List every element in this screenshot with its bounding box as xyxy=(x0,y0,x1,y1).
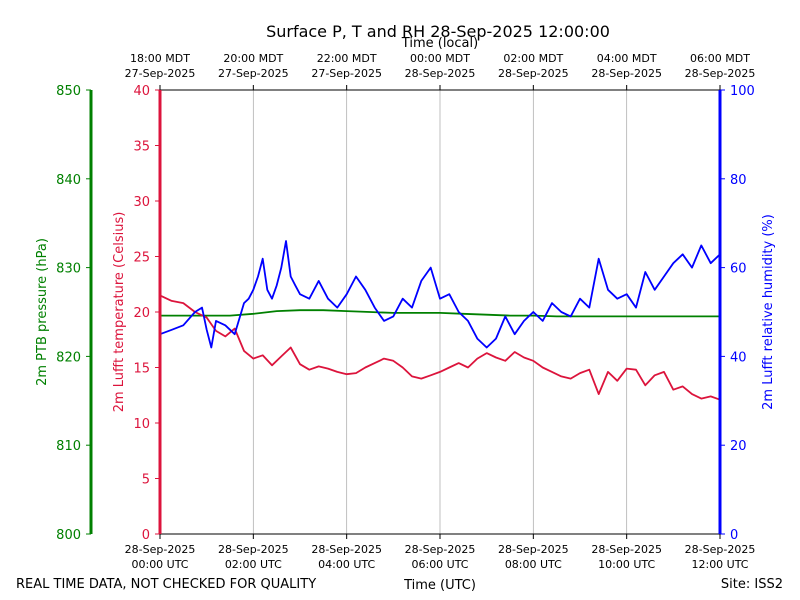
ticks-layer: 800 810 820 830 840 850 0 5 10 15 20 25 30 35 40 0 20 40 6… xyxy=(56,52,755,571)
local-tick-time: 22:00 MDT xyxy=(317,52,377,65)
local-tick-date: 28-Sep-2025 xyxy=(685,67,756,80)
pressure-tick-label: 840 xyxy=(56,173,81,188)
utc-tick-time: 08:00 UTC xyxy=(505,558,562,571)
local-tick-date: 28-Sep-2025 xyxy=(405,67,476,80)
temperature-tick-label: 20 xyxy=(133,306,150,321)
pressure-tick-label: 850 xyxy=(56,84,81,99)
temperature-tick-label: 5 xyxy=(142,473,150,488)
temperature-series-line xyxy=(159,294,721,401)
site-label: Site: ISS2 xyxy=(721,577,783,592)
temperature-tick-label: 0 xyxy=(142,528,150,543)
temperature-tick-label: 30 xyxy=(133,195,150,210)
pressure-tick-label: 810 xyxy=(56,439,81,454)
grid-layer xyxy=(252,90,628,534)
utc-tick-date: 28-Sep-2025 xyxy=(125,543,196,556)
utc-tick-date: 28-Sep-2025 xyxy=(591,543,662,556)
utc-tick-time: 12:00 UTC xyxy=(691,558,748,571)
top-axis-title: Time (local) xyxy=(401,36,478,51)
temperature-tick-label: 35 xyxy=(133,140,150,155)
humidity-axis-label: 2m Lufft relative humidity (%) xyxy=(761,214,776,410)
humidity-tick-label: 80 xyxy=(730,173,747,188)
temperature-axis-label: 2m Lufft temperature (Celsius) xyxy=(112,212,127,413)
local-tick-time: 06:00 MDT xyxy=(690,52,750,65)
local-tick-time: 02:00 MDT xyxy=(503,52,563,65)
utc-tick-date: 28-Sep-2025 xyxy=(498,543,569,556)
local-tick-date: 27-Sep-2025 xyxy=(311,67,382,80)
local-tick-date: 27-Sep-2025 xyxy=(218,67,289,80)
utc-tick-time: 10:00 UTC xyxy=(598,558,655,571)
pressure-tick-label: 800 xyxy=(56,528,81,543)
temperature-tick-label: 25 xyxy=(133,251,150,266)
local-tick-time: 18:00 MDT xyxy=(130,52,190,65)
local-tick-date: 28-Sep-2025 xyxy=(591,67,662,80)
bottom-axis-title: Time (UTC) xyxy=(403,578,476,593)
local-tick-time: 04:00 MDT xyxy=(597,52,657,65)
humidity-series-line xyxy=(159,240,721,349)
temperature-tick-label: 40 xyxy=(133,84,150,99)
pressure-tick-label: 820 xyxy=(56,350,81,365)
utc-tick-time: 04:00 UTC xyxy=(318,558,375,571)
utc-tick-time: 06:00 UTC xyxy=(411,558,468,571)
utc-tick-date: 28-Sep-2025 xyxy=(218,543,289,556)
humidity-tick-label: 100 xyxy=(730,84,755,99)
pressure-axis-label: 2m PTB pressure (hPa) xyxy=(35,238,50,386)
series-layer xyxy=(159,240,721,401)
utc-tick-date: 28-Sep-2025 xyxy=(311,543,382,556)
pressure-series-line xyxy=(160,309,720,318)
chart-title: Surface P, T and RH 28-Sep-2025 12:00:00 xyxy=(266,22,610,41)
humidity-tick-label: 40 xyxy=(730,350,747,365)
temperature-tick-label: 10 xyxy=(133,417,150,432)
utc-tick-date: 28-Sep-2025 xyxy=(685,543,756,556)
local-tick-date: 28-Sep-2025 xyxy=(498,67,569,80)
humidity-tick-label: 0 xyxy=(730,528,738,543)
utc-tick-date: 28-Sep-2025 xyxy=(405,543,476,556)
quality-disclaimer: REAL TIME DATA, NOT CHECKED FOR QUALITY xyxy=(16,577,316,592)
temperature-tick-label: 15 xyxy=(133,362,150,377)
local-tick-time: 00:00 MDT xyxy=(410,52,470,65)
utc-tick-time: 02:00 UTC xyxy=(225,558,282,571)
pressure-tick-label: 830 xyxy=(56,262,81,277)
local-tick-date: 27-Sep-2025 xyxy=(125,67,196,80)
utc-tick-time: 00:00 UTC xyxy=(131,558,188,571)
humidity-tick-label: 60 xyxy=(730,262,747,277)
local-tick-time: 20:00 MDT xyxy=(223,52,283,65)
humidity-tick-label: 20 xyxy=(730,439,747,454)
